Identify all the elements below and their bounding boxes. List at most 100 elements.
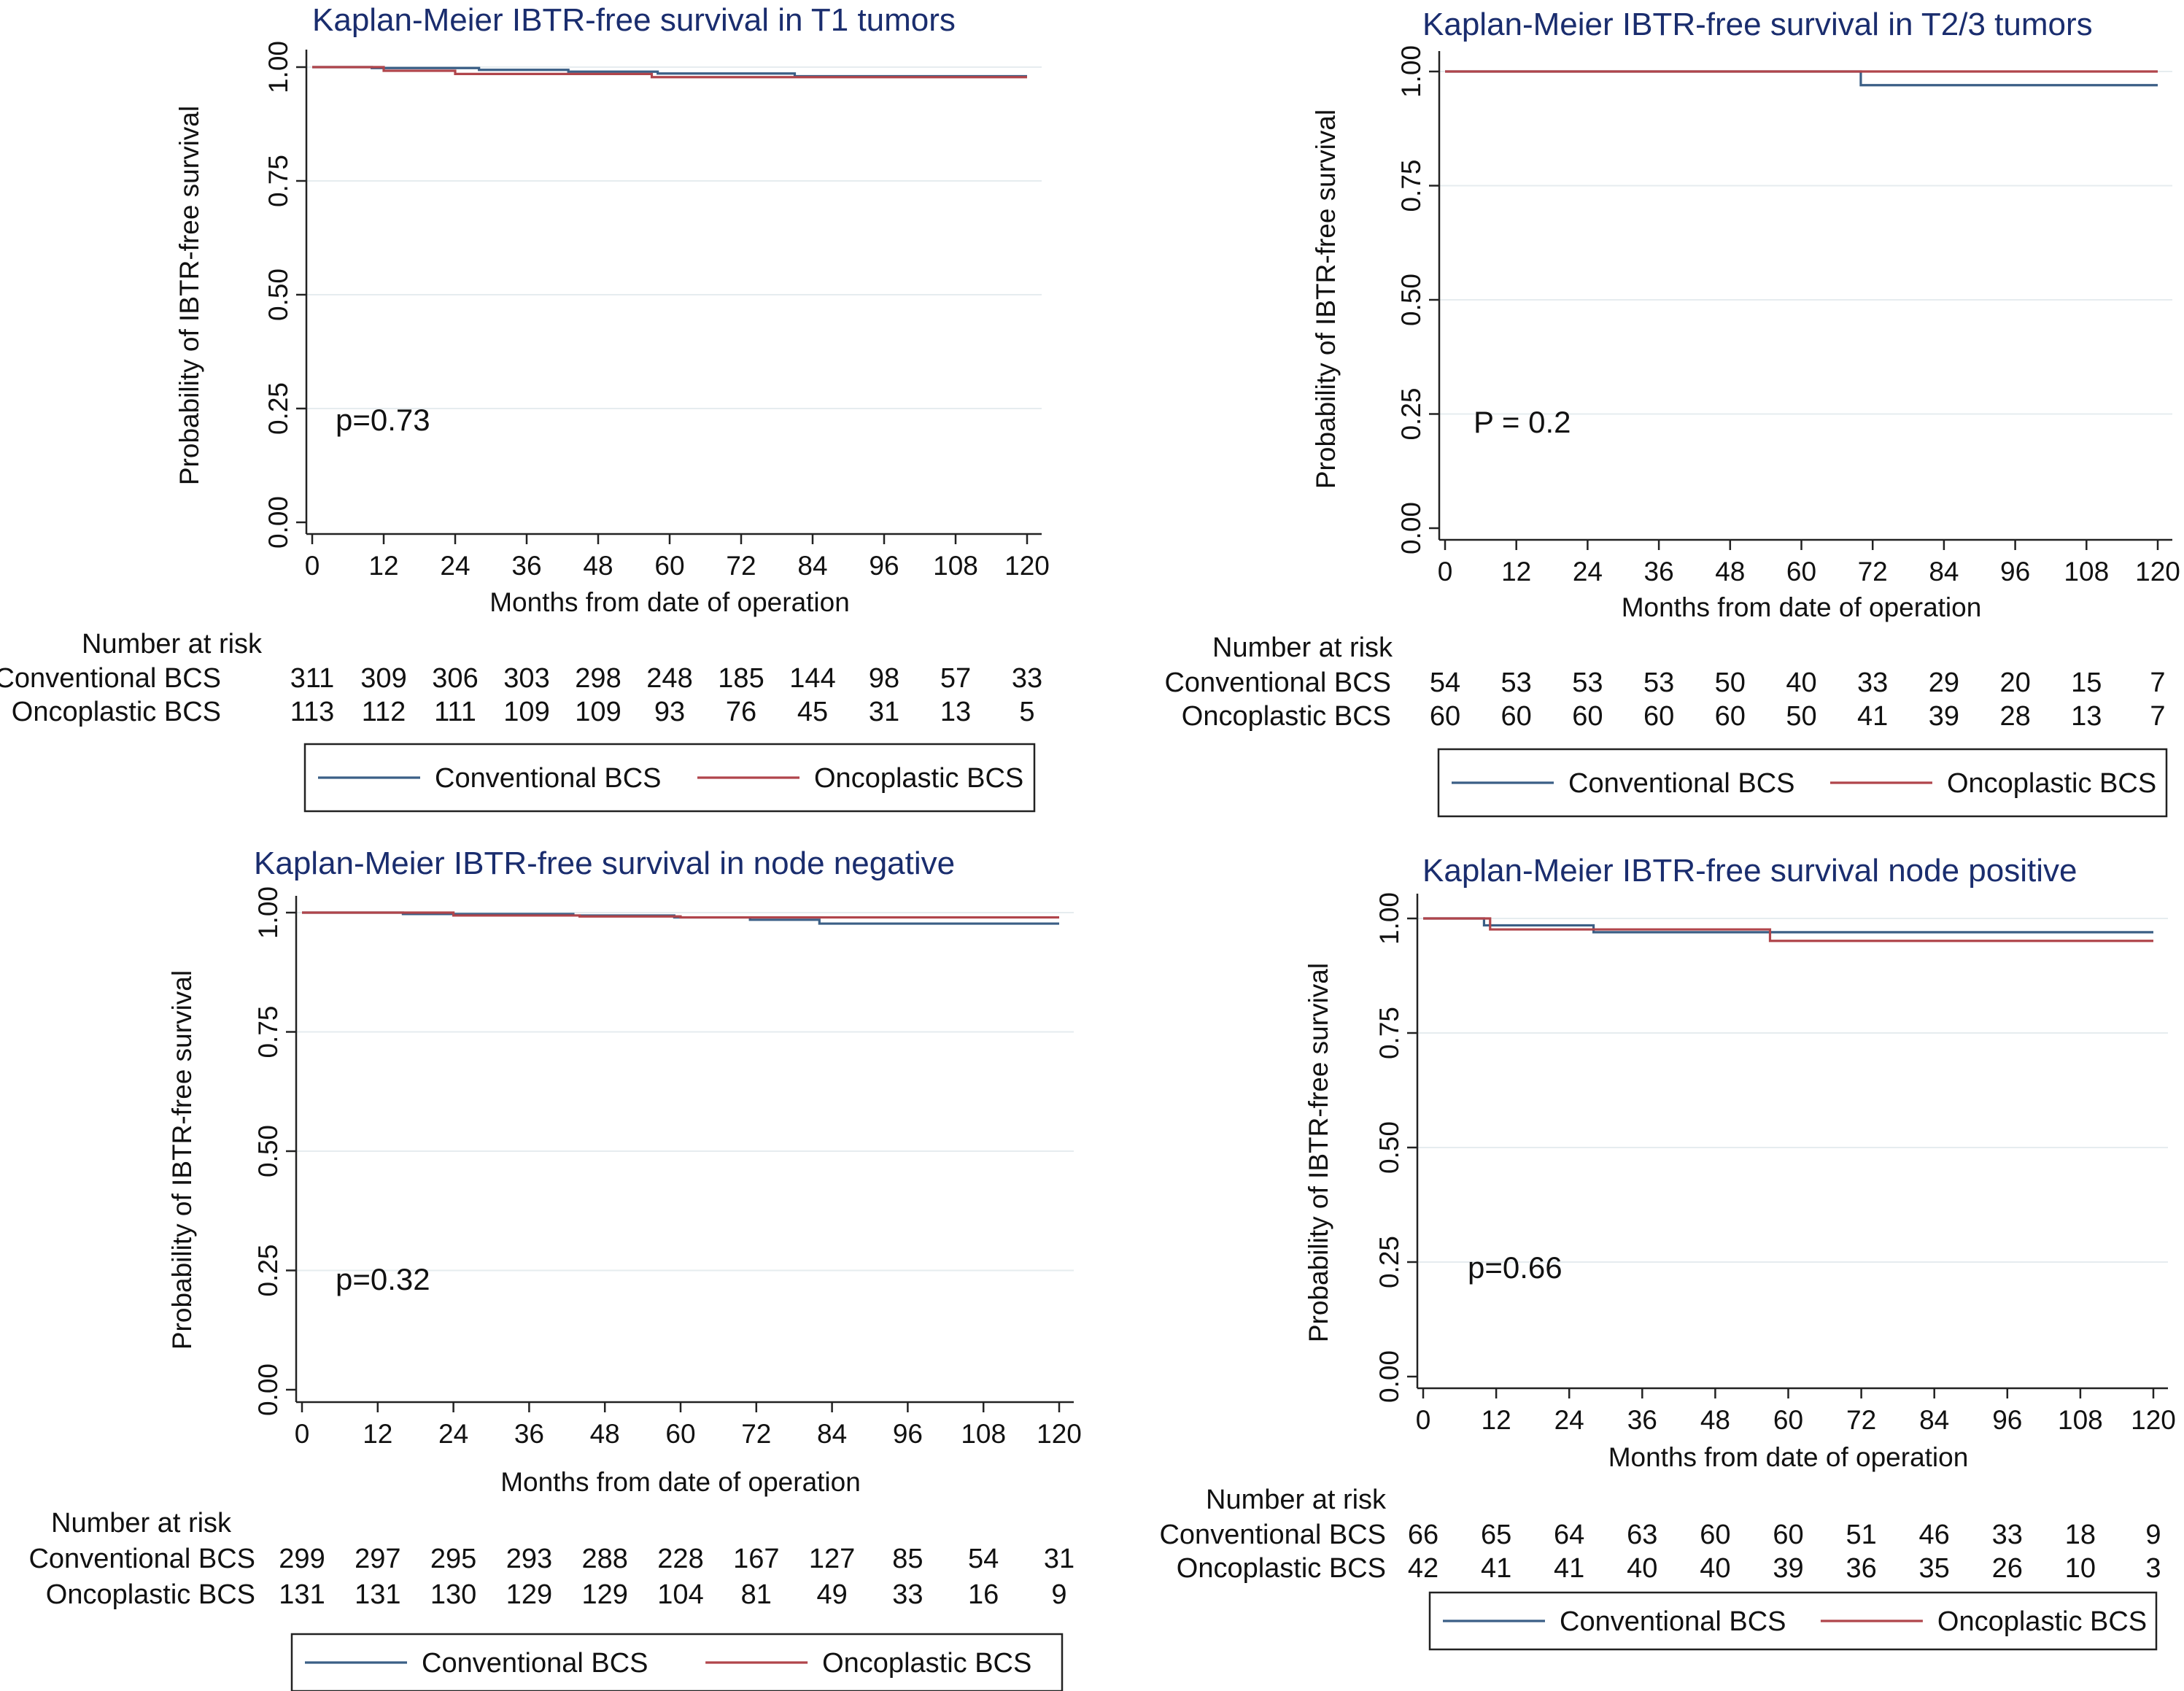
risk-count: 112 <box>362 697 406 727</box>
risk-count: 185 <box>718 663 764 694</box>
p-value: P = 0.2 <box>1474 405 1571 439</box>
x-tick-label: 0 <box>1438 557 1453 587</box>
risk-count: 53 <box>1572 668 1603 698</box>
risk-table-header: Number at risk <box>82 629 263 659</box>
risk-count: 63 <box>1627 1520 1657 1550</box>
risk-count: 39 <box>1929 701 1959 732</box>
risk-row-label: Oncoplastic BCS <box>1177 1553 1386 1584</box>
risk-count: 51 <box>1846 1520 1876 1550</box>
x-tick-label: 84 <box>1929 557 1959 587</box>
risk-count: 60 <box>1430 701 1460 732</box>
risk-count: 303 <box>503 663 549 694</box>
x-tick-label: 0 <box>305 551 320 581</box>
risk-count: 40 <box>1627 1553 1657 1584</box>
x-tick-label: 96 <box>893 1419 923 1449</box>
risk-count: 104 <box>657 1579 703 1610</box>
y-axis-label: Probability of IBTR-free survival <box>167 970 197 1350</box>
x-tick-label: 12 <box>1501 557 1531 587</box>
risk-count: 7 <box>2150 701 2165 732</box>
risk-count: 10 <box>2065 1553 2096 1584</box>
risk-count: 3 <box>2145 1553 2161 1584</box>
y-axis-label: Probability of IBTR-free survival <box>1304 963 1333 1342</box>
risk-count: 167 <box>733 1544 779 1574</box>
x-tick-label: 24 <box>1573 557 1603 587</box>
legend-label: Oncoplastic BCS <box>1947 768 2156 799</box>
x-tick-label: 108 <box>961 1419 1006 1449</box>
y-axis-label: Probability of IBTR-free survival <box>1311 109 1341 489</box>
risk-count: 113 <box>290 697 335 727</box>
x-tick-label: 60 <box>1786 557 1816 587</box>
risk-count: 31 <box>1044 1544 1074 1574</box>
risk-count: 98 <box>869 663 899 694</box>
x-tick-label: 120 <box>1037 1419 1082 1449</box>
x-tick-label: 36 <box>1644 557 1674 587</box>
x-tick-label: 96 <box>869 551 899 581</box>
risk-row-label: Conventional BCS <box>28 1544 255 1574</box>
x-axis-label: Months from date of operation <box>1622 592 1982 622</box>
risk-count: 297 <box>355 1544 400 1574</box>
x-tick-label: 120 <box>1004 551 1050 581</box>
y-tick-label: 0.25 <box>253 1244 283 1296</box>
x-axis-label: Months from date of operation <box>500 1467 861 1497</box>
km-panel-3: Kaplan-Meier IBTR-free survival in node … <box>28 846 1081 1691</box>
risk-count: 131 <box>279 1579 325 1610</box>
risk-count: 46 <box>1919 1520 1950 1550</box>
legend-label: Conventional BCS <box>1568 768 1795 799</box>
risk-count: 127 <box>809 1544 855 1574</box>
x-tick-label: 60 <box>1773 1405 1803 1435</box>
risk-count: 53 <box>1643 668 1674 698</box>
risk-count: 109 <box>575 697 621 727</box>
y-tick-label: 0.50 <box>263 268 293 321</box>
risk-row-label: Oncoplastic BCS <box>12 697 221 727</box>
risk-count: 33 <box>1857 668 1888 698</box>
risk-count: 9 <box>1051 1579 1066 1610</box>
km-panel-2: Kaplan-Meier IBTR-free survival in T2/3 … <box>1164 7 2180 816</box>
x-tick-label: 36 <box>511 551 541 581</box>
y-tick-label: 1.00 <box>253 886 283 939</box>
risk-count: 9 <box>2145 1520 2161 1550</box>
risk-count: 28 <box>1999 701 2030 732</box>
risk-count: 45 <box>797 697 828 727</box>
risk-count: 129 <box>581 1579 627 1610</box>
p-value: p=0.32 <box>336 1262 430 1296</box>
x-tick-label: 84 <box>1919 1405 1949 1435</box>
risk-count: 13 <box>940 697 971 727</box>
risk-count: 111 <box>434 697 476 727</box>
x-tick-label: 108 <box>2064 557 2109 587</box>
legend-label: Conventional BCS <box>1560 1606 1786 1637</box>
x-axis-label: Months from date of operation <box>489 587 850 617</box>
risk-count: 295 <box>430 1544 476 1574</box>
y-tick-label: 0.50 <box>253 1125 283 1177</box>
risk-count: 49 <box>816 1579 847 1610</box>
x-tick-label: 108 <box>933 551 978 581</box>
y-tick-label: 0.00 <box>1396 502 1426 554</box>
risk-count: 18 <box>2065 1520 2096 1550</box>
x-tick-label: 60 <box>654 551 684 581</box>
risk-count: 60 <box>1643 701 1674 732</box>
risk-row-label: Conventional BCS <box>0 663 221 694</box>
x-tick-label: 72 <box>741 1419 771 1449</box>
x-tick-label: 24 <box>440 551 470 581</box>
risk-count: 40 <box>1786 668 1816 698</box>
x-tick-label: 72 <box>1858 557 1888 587</box>
y-tick-label: 0.75 <box>253 1005 283 1058</box>
y-tick-label: 0.75 <box>1374 1007 1404 1059</box>
risk-count: 16 <box>968 1579 999 1610</box>
y-tick-label: 1.00 <box>263 41 293 93</box>
risk-count: 41 <box>1481 1553 1511 1584</box>
x-tick-label: 0 <box>1416 1405 1431 1435</box>
risk-count: 33 <box>892 1579 923 1610</box>
y-tick-label: 0.50 <box>1374 1121 1404 1174</box>
risk-count: 40 <box>1700 1553 1730 1584</box>
x-tick-label: 96 <box>1992 1405 2022 1435</box>
risk-count: 36 <box>1846 1553 1876 1584</box>
risk-count: 248 <box>646 663 692 694</box>
risk-table-header: Number at risk <box>1212 632 1393 663</box>
km-panel-1: Kaplan-Meier IBTR-free survival in T1 tu… <box>0 2 1050 811</box>
x-tick-label: 120 <box>2135 557 2180 587</box>
legend-label: Conventional BCS <box>422 1648 648 1679</box>
chart-title: Kaplan-Meier IBTR-free survival in T2/3 … <box>1422 7 2093 42</box>
risk-count: 60 <box>1715 701 1746 732</box>
legend-label: Conventional BCS <box>435 763 662 794</box>
y-tick-label: 1.00 <box>1374 892 1404 945</box>
